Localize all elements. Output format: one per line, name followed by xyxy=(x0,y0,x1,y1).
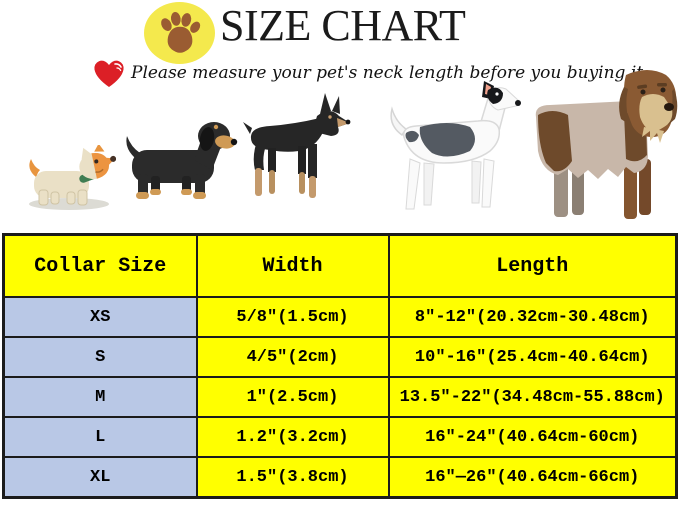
dog-s-dachshund-illustration xyxy=(126,122,238,199)
size-cell: M xyxy=(2,376,198,418)
length-cell: 16"—26"(40.64cm-66cm) xyxy=(387,456,678,499)
heart-glyph xyxy=(94,60,124,87)
size-cell: XS xyxy=(2,296,198,338)
dog-l-pointer-illustration xyxy=(390,81,521,210)
heart-icon xyxy=(93,59,125,90)
column-header-collar-size: Collar Size xyxy=(2,233,198,298)
width-cell: 1.5"(3.8cm) xyxy=(195,456,390,499)
size-cell: S xyxy=(2,336,198,378)
size-cell: L xyxy=(2,416,198,458)
page-title: SIZE CHART xyxy=(220,1,466,50)
dog-xs-terrier-illustration xyxy=(29,145,116,210)
length-cell: 8"-12"(20.32cm-30.48cm) xyxy=(387,296,678,338)
width-cell: 1.2"(3.2cm) xyxy=(195,416,390,458)
width-cell: 1"(2.5cm) xyxy=(195,376,390,418)
dog-m-doberman-illustration xyxy=(243,93,351,198)
table-row-l: L 1.2"(3.2cm) 16"-24"(40.64cm-60cm) xyxy=(2,416,678,458)
size-cell: XL xyxy=(2,456,198,499)
size-chart-table: Collar Size Width Length XS 5/8"(1.5cm) … xyxy=(2,233,678,499)
paw-print-glyph xyxy=(160,12,200,53)
length-cell: 10"-16"(25.4cm-40.64cm) xyxy=(387,336,678,378)
dog-xl-griffon-illustration xyxy=(535,70,678,219)
column-header-width: Width xyxy=(195,233,390,298)
paw-icon xyxy=(144,2,215,64)
table-row-xs: XS 5/8"(1.5cm) 8"-12"(20.32cm-30.48cm) xyxy=(2,296,678,338)
table-row-s: S 4/5"(2cm) 10"-16"(25.4cm-40.64cm) xyxy=(2,336,678,378)
table-row-xl: XL 1.5"(3.8cm) 16"—26"(40.64cm-66cm) xyxy=(2,456,678,499)
measure-note: Please measure your pet's neck length be… xyxy=(131,63,649,83)
table-row-m: M 1"(2.5cm) 13.5"-22"(34.48cm-55.88cm) xyxy=(2,376,678,418)
column-header-length: Length xyxy=(387,233,678,298)
length-cell: 16"-24"(40.64cm-60cm) xyxy=(387,416,678,458)
width-cell: 4/5"(2cm) xyxy=(195,336,390,378)
table-header-row: Collar Size Width Length xyxy=(2,233,678,298)
length-cell: 13.5"-22"(34.48cm-55.88cm) xyxy=(387,376,678,418)
width-cell: 5/8"(1.5cm) xyxy=(195,296,390,338)
